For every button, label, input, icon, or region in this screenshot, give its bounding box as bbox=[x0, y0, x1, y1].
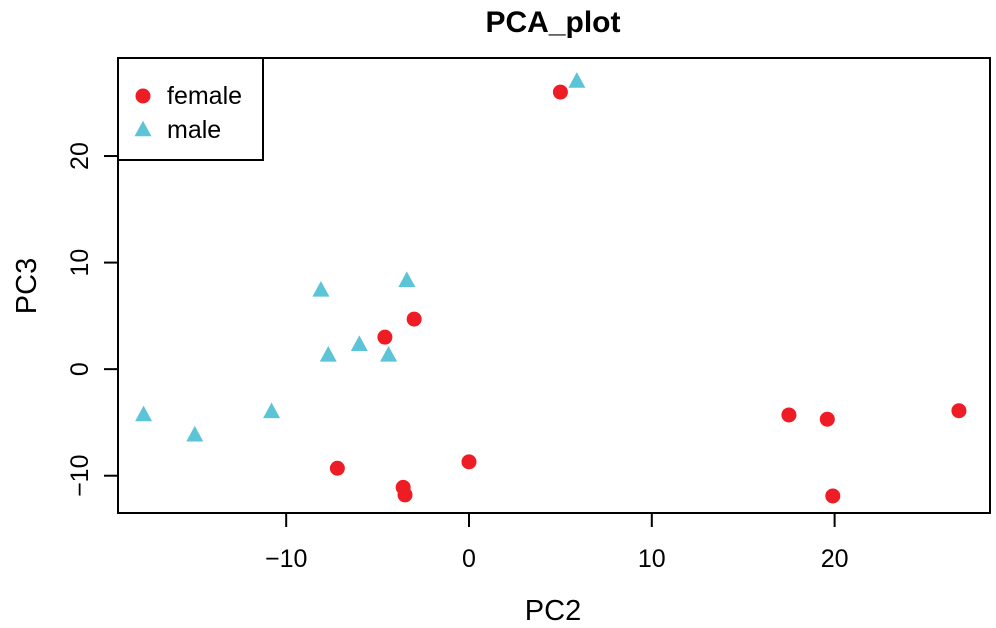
female-point bbox=[951, 403, 967, 419]
male-point bbox=[380, 345, 398, 362]
x-tick-label: 20 bbox=[821, 545, 849, 573]
y-tick-label: 10 bbox=[66, 249, 94, 277]
female-point bbox=[329, 460, 345, 476]
male-point bbox=[398, 271, 416, 288]
y-tick-label: 20 bbox=[66, 142, 94, 170]
data-points bbox=[135, 72, 967, 504]
legend-items: female male bbox=[134, 82, 242, 144]
legend-male-marker bbox=[134, 120, 152, 137]
legend: female male bbox=[117, 57, 264, 161]
female-point bbox=[461, 454, 477, 470]
y-axis: −10 0 10 20 bbox=[66, 142, 119, 497]
x-tick-label: −10 bbox=[265, 545, 307, 573]
female-point bbox=[781, 407, 797, 423]
legend-box bbox=[117, 57, 264, 161]
female-point bbox=[825, 488, 841, 504]
female-point bbox=[552, 84, 568, 100]
x-tick-label: 0 bbox=[462, 545, 476, 573]
legend-female-label: female bbox=[167, 82, 242, 110]
female-point bbox=[397, 487, 413, 503]
chart-title: PCA_plot bbox=[486, 6, 621, 39]
y-tick-label: 0 bbox=[66, 362, 94, 376]
x-axis-label: PC2 bbox=[525, 595, 581, 627]
legend-male-label: male bbox=[167, 116, 221, 144]
legend-female-marker bbox=[135, 88, 151, 104]
female-point bbox=[819, 411, 835, 427]
male-point bbox=[319, 345, 337, 362]
male-point bbox=[568, 72, 586, 88]
y-axis-label: PC3 bbox=[11, 258, 43, 314]
male-point bbox=[186, 425, 204, 442]
male-point bbox=[263, 402, 281, 419]
y-tick-label: −10 bbox=[66, 454, 94, 496]
x-tick-label: 10 bbox=[638, 545, 666, 573]
male-point bbox=[350, 335, 368, 351]
male-point bbox=[312, 280, 330, 297]
female-point bbox=[406, 311, 422, 327]
x-axis: −10 0 10 20 bbox=[265, 512, 849, 573]
male-point bbox=[135, 405, 153, 422]
female-point bbox=[377, 329, 393, 345]
